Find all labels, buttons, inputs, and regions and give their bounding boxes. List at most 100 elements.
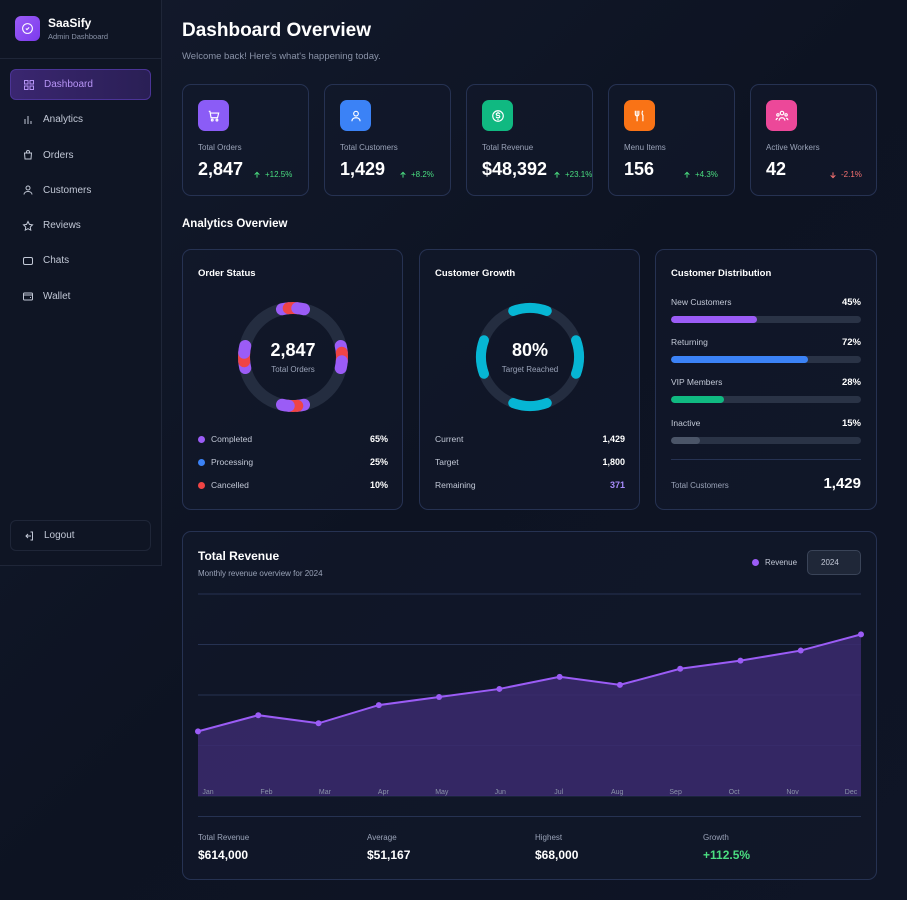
- sidebar-item-wallet[interactable]: Wallet: [10, 281, 151, 312]
- sidebar-nav: Dashboard Analytics Orders Customers Rev…: [10, 69, 151, 316]
- dollar-icon: [482, 100, 513, 131]
- progress-fill: [671, 396, 725, 403]
- revenue-point[interactable]: [677, 665, 684, 672]
- panel-title: Customer Distribution: [671, 268, 772, 279]
- chat-icon: [23, 256, 33, 265]
- dist-row-returning: Returning 72%: [671, 337, 861, 363]
- x-tick-label: Apr: [378, 789, 390, 796]
- stat-label: Active Workers: [766, 143, 820, 152]
- summary-label: Highest: [535, 833, 563, 842]
- stat-card-total-orders[interactable]: Total Orders 2,847 +12.5%: [182, 84, 309, 196]
- growth-row-label: Remaining: [435, 480, 476, 490]
- revenue-point[interactable]: [255, 712, 262, 719]
- stat-label: Total Orders: [198, 143, 242, 152]
- panel-title: Customer Growth: [435, 268, 516, 279]
- growth-row-value: 1,429: [602, 434, 625, 444]
- summary-value: $51,167: [367, 848, 411, 862]
- summary-value: +112.5%: [703, 848, 751, 862]
- stat-card-menu-items[interactable]: Menu Items 156 +4.3%: [608, 84, 735, 196]
- progress-track: [671, 396, 861, 403]
- stat-value: 156: [624, 159, 655, 179]
- revenue-point[interactable]: [496, 685, 503, 692]
- donut-segment: [275, 398, 295, 412]
- stat-value: $48,392: [482, 159, 548, 179]
- customer-growth-panel: Customer Growth 80% Target Reached Curre…: [419, 249, 640, 510]
- x-tick-label: Oct: [729, 789, 740, 796]
- revenue-point[interactable]: [616, 681, 623, 688]
- arrow-up-icon: [684, 171, 690, 178]
- total-customers-value: 1,429: [823, 475, 861, 492]
- brand-subtitle: Admin Dashboard: [48, 32, 109, 41]
- sidebar-item-chats[interactable]: Chats: [10, 245, 151, 276]
- legend-pct: 25%: [369, 457, 388, 467]
- order-status-donut: 2,847 Total Orders: [236, 300, 350, 414]
- stat-change: +23.1%: [553, 170, 592, 179]
- revenue-point[interactable]: [195, 728, 201, 735]
- logout-button[interactable]: Logout: [10, 520, 151, 551]
- summary-total-revenue: Total Revenue $614,000: [198, 833, 249, 862]
- legend-dot: [198, 435, 205, 443]
- revenue-point[interactable]: [797, 647, 804, 654]
- year-select[interactable]: 2024: [807, 550, 861, 575]
- orders-icon: [23, 150, 33, 160]
- progress-track: [671, 356, 861, 363]
- dist-pct: 28%: [841, 377, 861, 388]
- stat-value: 42: [766, 159, 787, 179]
- sidebar-item-customers[interactable]: Customers: [10, 175, 151, 206]
- team-icon: [766, 100, 797, 131]
- sidebar-item-dashboard[interactable]: Dashboard: [10, 69, 151, 100]
- sidebar-item-label: Dashboard: [44, 79, 93, 90]
- revenue-point[interactable]: [858, 631, 864, 638]
- gauge-arc: [508, 398, 552, 411]
- legend-pct: 10%: [369, 480, 388, 490]
- donut-segment: [334, 355, 348, 375]
- x-tick-label: May: [435, 789, 449, 796]
- dist-row-new-customers: New Customers 45%: [671, 297, 861, 323]
- growth-row-target: Target 1,800: [435, 457, 625, 467]
- growth-row-value: 371: [609, 480, 625, 490]
- customer-distribution-panel: Customer Distribution New Customers 45% R…: [655, 249, 877, 510]
- gauge-arc: [476, 335, 489, 379]
- revenue-point[interactable]: [315, 720, 322, 727]
- customer-growth-gauge: 80% Target Reached: [473, 300, 587, 414]
- brand[interactable]: SaaSify Admin Dashboard: [15, 16, 108, 41]
- revenue-point[interactable]: [375, 702, 382, 709]
- x-tick-label: Jun: [495, 789, 506, 796]
- sidebar-item-label: Customers: [43, 184, 92, 196]
- arrow-up-icon: [554, 171, 560, 178]
- summary-value: $614,000: [198, 848, 249, 862]
- dist-label: New Customers: [671, 297, 732, 307]
- revenue-point[interactable]: [436, 694, 443, 701]
- sidebar-item-analytics[interactable]: Analytics: [10, 104, 151, 135]
- logout-label: Logout: [44, 530, 75, 541]
- user-icon: [340, 100, 371, 131]
- stat-change-value: +12.5%: [265, 170, 293, 179]
- growth-row-current: Current 1,429: [435, 434, 625, 444]
- revenue-title: Total Revenue: [198, 549, 280, 563]
- summary-growth: Growth +112.5%: [703, 833, 750, 862]
- sidebar-item-label: Reviews: [43, 220, 81, 232]
- dist-label: VIP Members: [671, 377, 723, 387]
- stat-card-total-customers[interactable]: Total Customers 1,429 +8.2%: [324, 84, 451, 196]
- arrow-up-icon: [254, 171, 260, 178]
- sidebar: SaaSify Admin Dashboard Dashboard Analyt…: [0, 0, 162, 566]
- sidebar-item-reviews[interactable]: Reviews: [10, 210, 151, 241]
- gauge-arc: [508, 303, 552, 316]
- legend-label: Processing: [211, 457, 254, 467]
- stat-card-total-revenue[interactable]: Total Revenue $48,392 +23.1%: [466, 84, 593, 196]
- wallet-icon: [23, 292, 33, 301]
- stat-card-active-workers[interactable]: Active Workers 42 -2.1%: [750, 84, 877, 196]
- progress-fill: [671, 356, 808, 363]
- summary-label: Growth: [703, 833, 729, 842]
- gauge-center-label: Target Reached: [501, 365, 559, 374]
- sidebar-item-orders[interactable]: Orders: [10, 140, 151, 171]
- panel-title: Order Status: [198, 268, 256, 279]
- growth-row-label: Target: [435, 457, 459, 467]
- stat-change-value: +4.3%: [695, 170, 718, 179]
- dist-pct: 72%: [841, 337, 861, 348]
- legend-label: Completed: [211, 434, 253, 444]
- dist-pct: 45%: [841, 297, 861, 308]
- revenue-point[interactable]: [556, 673, 563, 680]
- revenue-point[interactable]: [737, 657, 744, 664]
- cart-icon: [198, 100, 229, 131]
